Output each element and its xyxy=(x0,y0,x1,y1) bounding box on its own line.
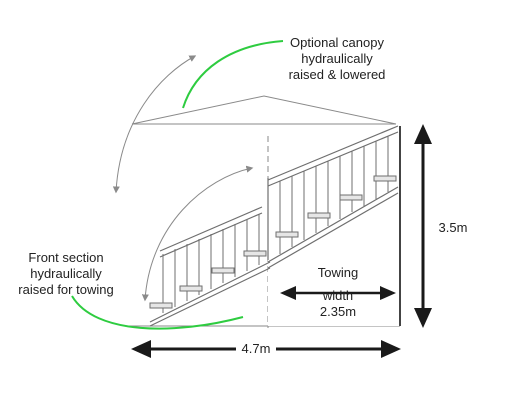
towing-width-arrow xyxy=(280,286,396,300)
front-section xyxy=(149,206,271,327)
height-dimension-label: 3.5m xyxy=(438,220,468,235)
towing-label-line-2: width xyxy=(322,288,354,303)
front-steps xyxy=(149,250,267,309)
front-section-label-line-3: raised for towing xyxy=(18,282,114,297)
towing-label-line-1: Towing xyxy=(317,265,359,280)
rear-section xyxy=(267,125,401,326)
canopy-label-line-2: hydraulically xyxy=(301,51,373,66)
front-section-label-line-1: Front section xyxy=(28,250,104,265)
canopy-roof xyxy=(131,95,397,125)
canopy-label-line-1: Optional canopy xyxy=(290,35,384,50)
towing-width-label: Towing width 2.35m xyxy=(308,265,368,320)
front-section-label: Front section hydraulically raised for t… xyxy=(12,250,120,298)
front-section-label-line-2: hydraulically xyxy=(30,266,102,281)
rear-steps xyxy=(275,175,397,238)
canopy-label-line-3: raised & lowered xyxy=(288,67,386,82)
height-dimension-arrow xyxy=(414,124,432,328)
length-dimension-label: 4.7m xyxy=(236,341,276,356)
canopy-leader-line xyxy=(182,40,284,109)
canopy-label: Optional canopy hydraulically raised & l… xyxy=(284,35,390,83)
front-section-rotation-arrow xyxy=(141,165,254,302)
front-section-leader-line xyxy=(71,295,244,330)
canopy-rotation-arrow xyxy=(112,55,197,194)
towing-label-line-3: 2.35m xyxy=(319,304,357,319)
